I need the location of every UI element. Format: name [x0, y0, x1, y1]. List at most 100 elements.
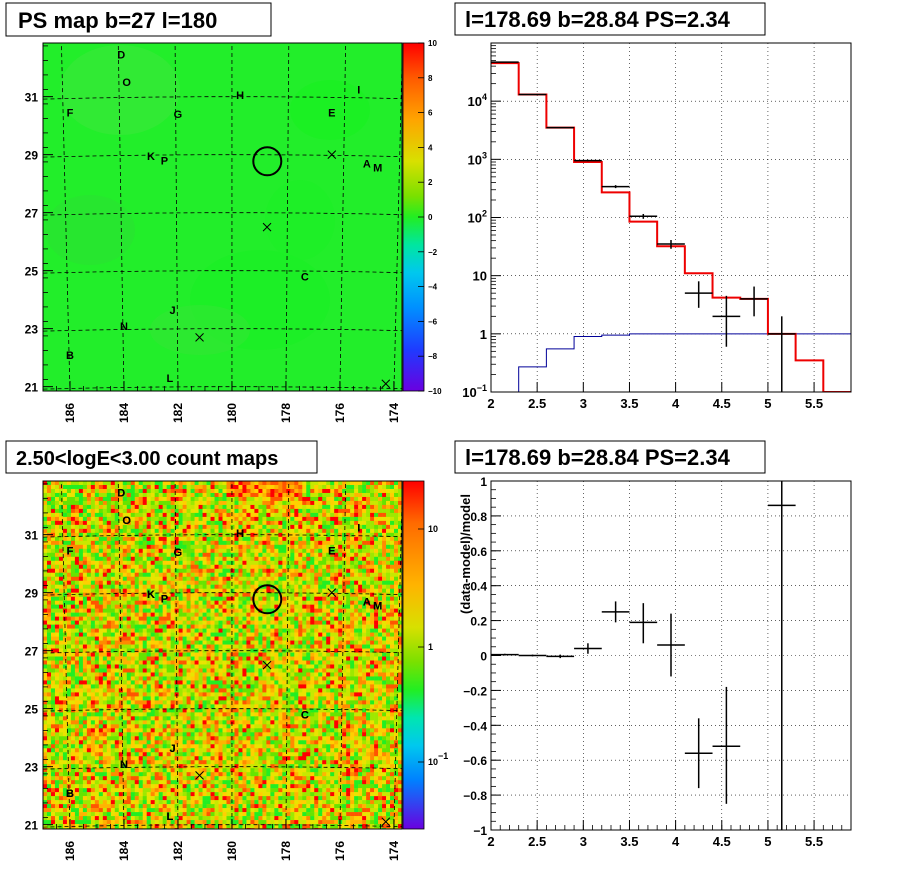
- count-map-pixel: [258, 572, 263, 578]
- count-map-pixel: [150, 536, 155, 542]
- count-map-pixel: [150, 568, 155, 574]
- count-map-pixel: [370, 608, 375, 613]
- count-map-pixel: [334, 576, 339, 582]
- count-map-pixel: [202, 488, 207, 494]
- count-map-pixel: [118, 556, 124, 562]
- count-map-pixel: [306, 664, 311, 669]
- count-map-pixel: [126, 628, 132, 633]
- count-map-pixel: [350, 656, 355, 661]
- count-map-pixel: [90, 481, 96, 486]
- count-map-pixel: [314, 520, 319, 526]
- count-map-pixel: [238, 496, 243, 502]
- count-map-pixel: [294, 656, 299, 661]
- count-map-pixel: [350, 496, 355, 502]
- count-map-pixel: [390, 572, 395, 578]
- count-map-pixel: [154, 576, 159, 582]
- count-map-pixel: [222, 560, 227, 566]
- count-map-pixel: [126, 668, 132, 673]
- count-map-pixel: [378, 648, 383, 653]
- count-map-pixel: [102, 640, 108, 645]
- count-map-pixel: [194, 664, 199, 669]
- count-map-pixel: [290, 528, 295, 534]
- count-map-pixel: [46, 512, 52, 518]
- count-map-pixel: [314, 544, 319, 550]
- count-map-pixel: [250, 488, 255, 494]
- count-map-pixel: [302, 556, 307, 562]
- count-map-pixel: [150, 508, 155, 514]
- count-map-pixel: [78, 608, 84, 613]
- count-map-pixel: [206, 552, 211, 558]
- count-map-pixel: [366, 656, 371, 661]
- count-map-pixel: [82, 504, 88, 510]
- count-map-pixel: [182, 504, 187, 510]
- count-map-pixel: [166, 548, 171, 554]
- count-map-pixel: [146, 644, 151, 649]
- count-map-pixel: [370, 536, 375, 542]
- count-map-pixel: [250, 516, 255, 522]
- count-map-pixel: [50, 652, 56, 657]
- count-map-pixel: [174, 604, 179, 609]
- source-label-i: I: [357, 84, 360, 96]
- count-map-pixel: [50, 604, 56, 609]
- count-map-pixel: [114, 660, 120, 665]
- count-map-pixel: [90, 512, 96, 518]
- count-map-pixel: [334, 524, 339, 530]
- count-map-pixel: [382, 536, 387, 542]
- count-map-pixel: [346, 572, 351, 578]
- count-map-pixel: [278, 620, 283, 625]
- count-map-pixel: [262, 620, 267, 625]
- count-map-pixel: [50, 640, 56, 645]
- count-map-pixel: [126, 556, 132, 562]
- count-map-pixel: [314, 624, 319, 629]
- source-label-b: B: [66, 350, 74, 362]
- count-map-pixel: [74, 528, 80, 534]
- count-map-pixel: [342, 536, 347, 542]
- count-map-pixel: [278, 508, 283, 514]
- latitude-line-23: [43, 328, 402, 332]
- count-map-pixel: [382, 620, 387, 625]
- count-map-pixel: [106, 508, 112, 514]
- count-map-pixel: [194, 584, 199, 589]
- count-map-pixel: [274, 616, 279, 621]
- count-map-pixel: [146, 556, 151, 562]
- count-map-pixel: [186, 660, 191, 665]
- count-map-pixel: [358, 481, 363, 486]
- count-map-pixel: [82, 588, 88, 593]
- count-map-pixel: [86, 536, 92, 542]
- count-map-pixel: [290, 500, 295, 506]
- count-map-pixel: [62, 528, 68, 534]
- count-map-pixel: [106, 548, 112, 554]
- count-map-pixel: [298, 532, 303, 538]
- count-map-pixel: [90, 620, 96, 625]
- count-map-pixel: [294, 668, 299, 673]
- count-map-pixel: [366, 481, 371, 486]
- count-map-pixel: [154, 656, 159, 661]
- count-map-pixel: [110, 656, 116, 661]
- count-map-pixel: [74, 648, 80, 653]
- count-map-pixel: [266, 640, 271, 645]
- count-map-pixel: [278, 556, 283, 562]
- count-map-pixel: [210, 636, 215, 641]
- count-map-pixel: [66, 676, 72, 681]
- count-map-pixel: [290, 568, 295, 574]
- count-map-pixel: [110, 600, 116, 605]
- count-map-pixel: [214, 572, 219, 578]
- count-map-pixel: [318, 588, 323, 593]
- count-map-pixel: [98, 688, 104, 693]
- count-map-pixel: [62, 552, 68, 558]
- count-map-pixel: [242, 608, 247, 613]
- count-map-pixel: [302, 596, 307, 601]
- count-map-pixel: [102, 540, 108, 546]
- count-map-pixel: [198, 656, 203, 661]
- count-map-pixel: [182, 552, 187, 558]
- count-map-pixel: [206, 496, 211, 502]
- count-map-pixel: [46, 596, 52, 601]
- count-map-pixel: [314, 608, 319, 613]
- count-map-pixel: [314, 508, 319, 514]
- count-map-pixel: [154, 481, 159, 486]
- count-map-pixel: [382, 668, 387, 673]
- count-map-pixel: [226, 676, 231, 681]
- count-map-pixel: [246, 576, 251, 582]
- ps-map-cross-markers: [195, 150, 391, 389]
- count-map-pixel: [358, 676, 363, 681]
